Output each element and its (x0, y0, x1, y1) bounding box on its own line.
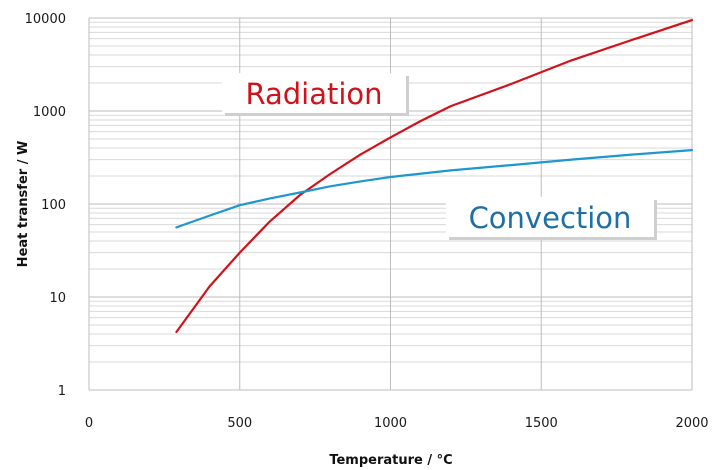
y-tick-label: 10000 (25, 12, 66, 27)
series-layer (175, 19, 694, 334)
x-tick-label: 1500 (525, 416, 558, 431)
tick-labels: 0 500 1000 1500 2000 1 10 100 1000 10000 (25, 12, 709, 431)
x-tick-label: 500 (227, 416, 252, 431)
annotation-box (222, 73, 406, 113)
series-line-radiation (175, 19, 694, 334)
y-tick-label: 100 (41, 198, 66, 213)
x-tick-label: 0 (85, 416, 93, 431)
annotation-text: Radiation (245, 77, 382, 111)
x-axis-label: Temperature / °C (329, 453, 452, 468)
annotation-layer: Radiation Convection (222, 73, 657, 240)
annotation-radiation: Radiation (222, 73, 409, 116)
y-axis-label: Heat transfer / W (16, 141, 31, 268)
x-tick-label: 1000 (374, 416, 407, 431)
x-tick-label: 2000 (675, 416, 708, 431)
y-tick-label: 1000 (33, 105, 66, 120)
y-tick-label: 1 (58, 384, 66, 399)
annotation-text: Convection (469, 201, 632, 235)
annotation-convection: Convection (446, 197, 657, 240)
series-line-convection (175, 149, 694, 229)
y-tick-label: 10 (49, 291, 66, 306)
annotation-box (446, 197, 654, 237)
